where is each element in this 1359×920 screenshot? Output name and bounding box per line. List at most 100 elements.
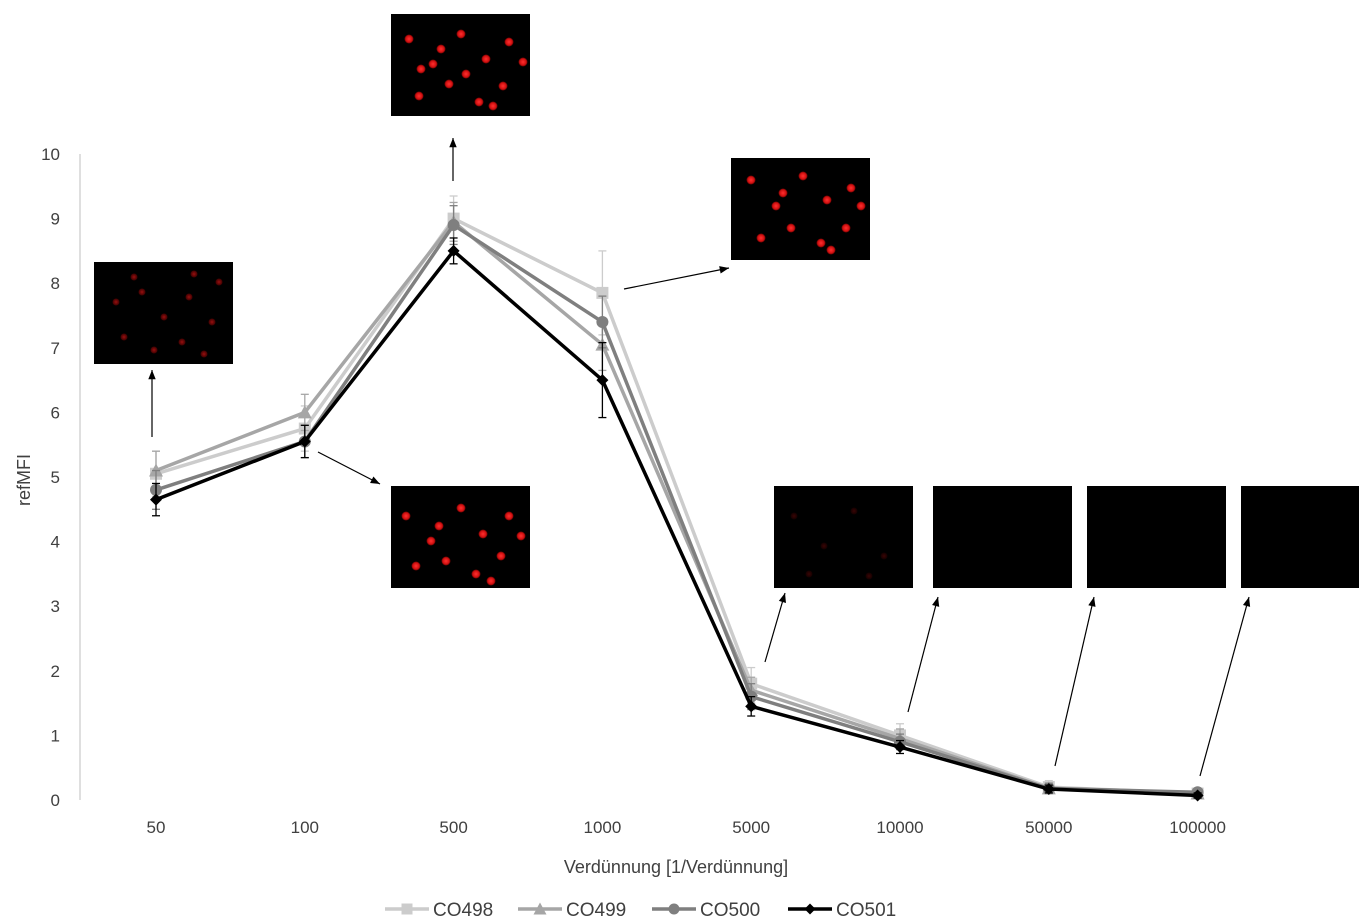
inset-50 [94, 262, 233, 364]
cell-spot [786, 223, 796, 233]
series-lines [149, 195, 1205, 802]
inset-1000 [731, 158, 870, 260]
cell-spot [816, 238, 826, 248]
x-axis-title: Verdünnung [1/Verdünnung] [564, 857, 788, 877]
arrow-head [719, 266, 729, 274]
cell-spot [516, 531, 526, 541]
inset-background [391, 14, 530, 116]
inset-background [94, 262, 233, 364]
cell-spot [826, 245, 836, 255]
cell-spot [178, 338, 186, 346]
data-point [596, 315, 609, 328]
legend-item: CO500 [652, 900, 760, 920]
data-point [533, 902, 547, 915]
cell-spot [456, 503, 466, 513]
cell-spot [138, 288, 146, 296]
cell-spot [120, 333, 128, 341]
cell-spot [416, 64, 426, 74]
cell-spot [434, 521, 444, 531]
cell-spot [461, 69, 471, 79]
legend-label: CO501 [836, 900, 896, 920]
x-tick-label: 100000 [1169, 818, 1226, 837]
cell-spot [414, 91, 424, 101]
inset-50000 [1087, 486, 1226, 588]
cell-spot [504, 37, 514, 47]
legend-label: CO500 [700, 900, 760, 920]
data-point [1042, 783, 1055, 796]
data-point [894, 741, 906, 754]
arrow-line [1199, 596, 1250, 777]
data-point [745, 700, 758, 713]
x-tick-label: 100 [291, 818, 319, 837]
inset-500 [391, 14, 530, 116]
cell-spot [160, 313, 168, 321]
arrow-head [148, 370, 156, 380]
legend-item: CO499 [518, 900, 626, 920]
cell-spot [850, 507, 858, 515]
cell-spot [746, 175, 756, 185]
y-tick-label: 7 [51, 339, 60, 358]
cell-spot [790, 512, 798, 520]
cell-spot [486, 576, 496, 586]
inset-5000 [774, 486, 913, 588]
arrow-line [1054, 596, 1095, 767]
cell-spot [822, 195, 832, 205]
legend-item: CO498 [385, 900, 493, 920]
y-tick-label: 4 [51, 533, 60, 552]
cell-spot [426, 536, 436, 546]
cell-spot [478, 529, 488, 539]
cell-spot [841, 223, 851, 233]
y-tick-label: 0 [51, 791, 60, 810]
cell-spot [208, 318, 216, 326]
cell-spot [778, 188, 788, 198]
cell-spot [856, 201, 866, 211]
cell-spot [401, 511, 411, 521]
arrow-head [778, 593, 786, 603]
legend-item: CO501 [788, 900, 896, 920]
series-line [155, 249, 1198, 798]
arrow-line [317, 451, 381, 485]
inset-background [391, 486, 530, 588]
inset-100 [391, 486, 530, 588]
cell-spot [441, 556, 451, 566]
cell-spot [771, 201, 781, 211]
cell-spot [150, 346, 158, 354]
inset-10000 [933, 486, 1072, 588]
x-tick-label: 5000 [732, 818, 770, 837]
y-tick-label: 10 [41, 145, 60, 164]
data-point [1191, 789, 1204, 802]
cell-spot [846, 183, 856, 193]
arrow-line [907, 596, 939, 713]
cell-spot [215, 278, 223, 286]
x-tick-label: 10000 [876, 818, 923, 837]
arrow-head [932, 597, 940, 607]
cell-spot [130, 273, 138, 281]
x-tick-label: 50000 [1025, 818, 1072, 837]
cell-spot [820, 542, 828, 550]
cell-spot [471, 569, 481, 579]
y-tick-label: 5 [51, 468, 60, 487]
y-tick-label: 8 [51, 274, 60, 293]
inset-background [1241, 486, 1359, 588]
arrow-head [1242, 597, 1251, 607]
cell-spot [404, 34, 414, 44]
data-point [596, 374, 609, 387]
inset-background [933, 486, 1072, 588]
cell-spot [444, 79, 454, 89]
y-tick-label: 2 [51, 662, 60, 681]
microscopy-insets [94, 14, 1359, 588]
data-point [298, 435, 311, 448]
cell-spot [504, 511, 514, 521]
data-point [297, 405, 312, 419]
arrow-head [449, 138, 457, 148]
cell-spot [456, 29, 466, 39]
cell-spot [428, 59, 438, 69]
cell-spot [496, 551, 506, 561]
data-point [668, 903, 680, 915]
y-axis-title: refMFI [14, 454, 34, 506]
x-tick-label: 1000 [583, 818, 621, 837]
legend-label: CO499 [566, 900, 626, 920]
data-point [150, 493, 162, 506]
data-point [804, 903, 816, 915]
